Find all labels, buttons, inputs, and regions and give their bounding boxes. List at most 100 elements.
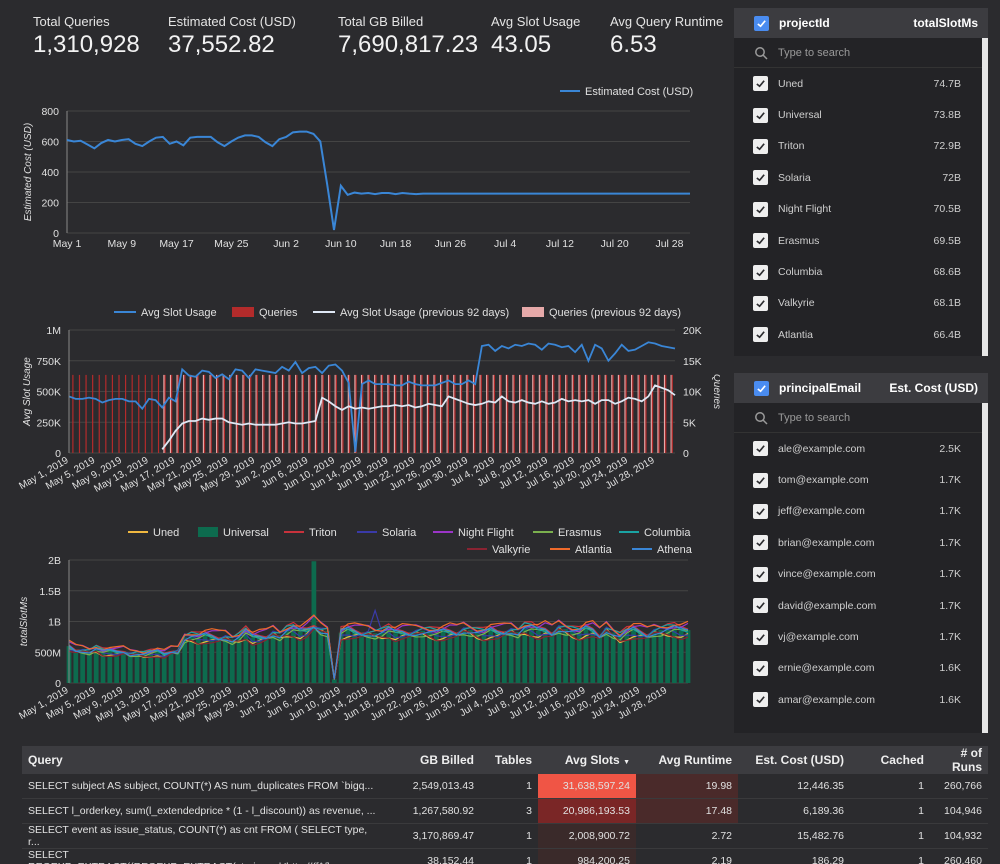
filter-item[interactable]: amar@example.com 1.6K <box>734 684 988 715</box>
scorecard-value: 7,690,817.23 <box>338 31 479 58</box>
checkbox[interactable] <box>753 566 768 582</box>
legend-label: Queries (previous 92 days) <box>549 307 681 319</box>
checkbox[interactable] <box>753 472 768 488</box>
checkbox[interactable] <box>753 233 768 249</box>
scorecard-estimated-cost: Estimated Cost (USD) 37,552.82 <box>168 14 296 59</box>
queries-prev-bar <box>314 374 317 453</box>
filter-item[interactable]: Night Flight 70.5B <box>734 194 988 225</box>
checkbox[interactable] <box>753 327 768 343</box>
filter-item[interactable]: ale@example.com 2.5K <box>734 433 988 464</box>
table-row[interactable]: SELECT l_orderkey, sum(l_extendedprice *… <box>22 798 988 824</box>
filter-item[interactable]: ernie@example.com 1.6K <box>734 653 988 684</box>
select-all-checkbox[interactable] <box>754 380 769 396</box>
scrollbar[interactable] <box>982 403 988 733</box>
queries-bar <box>632 374 634 453</box>
filter-item[interactable]: Triton 72.9B <box>734 131 988 162</box>
y-tick-label: 1.5B <box>39 586 61 598</box>
filter-item[interactable]: Solaria 72B <box>734 162 988 193</box>
slot-ms-area-chart: 0 500M 1B 1.5B 2B May 1, 2019 May 5, 2019 May 9… <box>0 520 720 735</box>
cost-series-line <box>66 130 690 231</box>
col-header-runs[interactable]: # of Runs <box>930 746 988 774</box>
table-cell: 3 <box>480 798 538 824</box>
universal-bar <box>263 636 269 683</box>
x-tick-label: Jun 2 <box>273 238 299 250</box>
email-filter-title: principalEmail <box>779 381 862 395</box>
queries-bar <box>72 374 74 453</box>
checkbox[interactable] <box>753 264 768 280</box>
queries-prev-bar <box>551 374 554 453</box>
col-header-label: Avg Slots <box>564 753 620 767</box>
checkbox[interactable] <box>753 76 768 92</box>
col-header-tables[interactable]: Tables <box>480 746 538 774</box>
filter-item-value: 68.1B <box>933 297 961 310</box>
queries-prev-bar <box>387 374 389 453</box>
filter-item[interactable]: Universal 73.8B <box>734 99 988 130</box>
filter-item[interactable]: Columbia 68.6B <box>734 256 988 287</box>
filter-item[interactable]: Uned 74.7B <box>734 68 988 99</box>
x-tick-label: Jun 26 <box>435 238 467 250</box>
filter-item[interactable]: tom@example.com 1.7K <box>734 464 988 495</box>
project-series-line <box>68 614 689 680</box>
project-search-field[interactable]: Type to search <box>734 38 988 68</box>
checkbox[interactable] <box>753 441 768 457</box>
universal-bar <box>175 650 181 683</box>
filter-item[interactable]: jeff@example.com 1.7K <box>734 496 988 527</box>
queries-prev-bar <box>598 374 600 453</box>
checkbox[interactable] <box>753 107 768 123</box>
filter-item[interactable]: Atlantia 66.4B <box>734 319 988 350</box>
col-header-cached[interactable]: Cached <box>850 746 930 774</box>
checkbox[interactable] <box>753 535 768 551</box>
queries-prev-bar <box>374 374 376 453</box>
checkbox[interactable] <box>753 295 768 311</box>
project-series-line <box>68 608 689 680</box>
table-row[interactable]: SELECT REGEXP_EXTRACT((REGEXP_EXTRACT(st… <box>22 848 988 864</box>
y-axis-label: totalSlotMs <box>19 597 30 646</box>
universal-bar <box>121 651 126 683</box>
filter-item[interactable]: vince@example.com 1.7K <box>734 559 988 590</box>
col-header-est-cost[interactable]: Est. Cost (USD) <box>738 746 850 774</box>
checkbox[interactable] <box>753 629 768 645</box>
search-icon <box>755 411 768 425</box>
universal-bar <box>338 632 344 683</box>
universal-bar <box>481 633 487 683</box>
checkbox[interactable] <box>753 138 768 154</box>
filter-item[interactable]: Erasmus 69.5B <box>734 225 988 256</box>
col-header-avg-runtime[interactable]: Avg Runtime <box>636 746 738 774</box>
queries-bar <box>553 374 555 453</box>
y2-tick-label: 5K <box>683 417 696 429</box>
filter-item-label: Universal <box>778 109 822 122</box>
queries-prev-bar <box>334 374 336 453</box>
filter-item-value: 1.7K <box>939 599 961 612</box>
y2-axis-label: Queries <box>711 374 720 409</box>
queries-bar <box>513 374 515 453</box>
col-header-query[interactable]: Query <box>22 746 382 774</box>
checkbox[interactable] <box>753 660 768 676</box>
filter-item[interactable]: vj@example.com 1.7K <box>734 621 988 652</box>
checkbox[interactable] <box>753 503 768 519</box>
filter-item[interactable]: Valkyrie 68.1B <box>734 288 988 319</box>
queries-prev-bar <box>670 374 672 453</box>
select-all-checkbox[interactable] <box>754 15 769 31</box>
filter-item[interactable]: brian@example.com 1.7K <box>734 527 988 558</box>
universal-bar <box>440 631 446 683</box>
checkbox[interactable] <box>753 598 768 614</box>
scorecard-avg-query-runtime: Avg Query Runtime 6.53 <box>610 14 723 59</box>
table-cell: 1,267,580.92 <box>382 798 480 824</box>
scrollbar[interactable] <box>982 38 988 356</box>
filter-item-label: ale@example.com <box>778 442 866 455</box>
email-filter-header[interactable]: principalEmail Est. Cost (USD) <box>734 373 988 403</box>
universal-bar <box>223 636 228 683</box>
table-row[interactable]: SELECT event as issue_status, COUNT(*) a… <box>22 823 988 849</box>
checkbox[interactable] <box>753 201 768 217</box>
email-search-field[interactable]: Type to search <box>734 403 988 433</box>
table-cell: 31,638,597.24 <box>538 774 636 799</box>
table-row[interactable]: SELECT subject AS subject, COUNT(*) AS n… <box>22 774 988 799</box>
queries-bar <box>223 374 225 453</box>
col-header-gb-billed[interactable]: GB Billed <box>382 746 480 774</box>
project-filter-header[interactable]: projectId totalSlotMs <box>734 8 988 38</box>
checkbox[interactable] <box>753 170 768 186</box>
queries-bar <box>395 374 397 453</box>
filter-item[interactable]: david@example.com 1.7K <box>734 590 988 621</box>
col-header-avg-slots[interactable]: Avg Slots ▼ <box>538 746 636 774</box>
checkbox[interactable] <box>753 692 768 708</box>
